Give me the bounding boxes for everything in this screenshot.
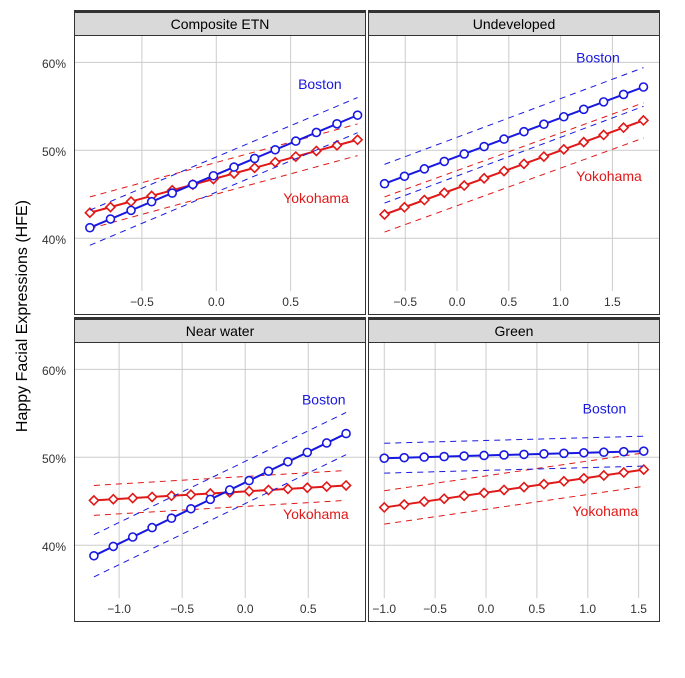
plot-area: Yokohama Boston xyxy=(75,343,365,598)
y-tick-label: 60% xyxy=(42,57,66,71)
x-axis: −0.5 0.0 0.5 xyxy=(75,291,365,313)
x-tick-label: −0.5 xyxy=(170,602,194,616)
x-tick-label: 0.0 xyxy=(208,295,225,309)
y-axis: 40% 50% 60% xyxy=(32,317,72,622)
y-tick-label: 40% xyxy=(42,233,66,247)
figure: Happy Facial Expressions (HFE) 40% 50% 60%… xyxy=(10,10,675,622)
series-label-boston: Boston xyxy=(583,400,627,416)
plot-svg: Yokohama Boston xyxy=(369,36,659,291)
panel-title: Near water xyxy=(75,318,365,343)
series-label-yokohama: Yokohama xyxy=(573,503,639,519)
plot-area: Yokohama Boston xyxy=(75,36,365,291)
x-tick-label: 1.5 xyxy=(604,295,621,309)
series-label-boston: Boston xyxy=(298,76,342,92)
x-tick-label: −0.5 xyxy=(393,295,417,309)
plot-svg: Yokohama Boston xyxy=(75,343,365,598)
series-label-boston: Boston xyxy=(576,49,620,65)
facet-grid: 40% 50% 60% Composite ETN Yokohama Boston … xyxy=(32,10,660,622)
series-label-yokohama: Yokohama xyxy=(283,190,349,206)
x-axis: −1.0 −0.5 0.0 0.5 xyxy=(75,598,365,620)
panel-title: Undeveloped xyxy=(369,11,659,36)
plot-svg: Yokohama Boston xyxy=(75,36,365,291)
y-tick-label: 50% xyxy=(42,145,66,159)
x-tick-label: 1.0 xyxy=(579,602,596,616)
series-label-boston: Boston xyxy=(302,392,346,408)
panel-2: Near water Yokohama Boston −1.0 −0.5 0.0 0.… xyxy=(74,317,366,622)
panel-title: Composite ETN xyxy=(75,11,365,36)
y-tick-label: 40% xyxy=(42,540,66,554)
x-tick-label: −0.5 xyxy=(423,602,447,616)
series-label-yokohama: Yokohama xyxy=(283,506,349,522)
series-label-yokohama: Yokohama xyxy=(576,168,642,184)
x-axis: −0.5 0.0 0.5 1.0 1.5 xyxy=(369,291,659,313)
y-tick-label: 60% xyxy=(42,364,66,378)
panel-column: 40% 50% 60% Composite ETN Yokohama Boston … xyxy=(32,10,660,622)
x-tick-label: 0.5 xyxy=(282,295,299,309)
y-axis: 40% 50% 60% xyxy=(32,10,72,315)
panel-0: Composite ETN Yokohama Boston −0.5 0.0 0.5 xyxy=(74,10,366,315)
plot-svg: Yokohama Boston xyxy=(369,343,659,598)
x-tick-label: 1.5 xyxy=(630,602,647,616)
x-tick-label: 0.0 xyxy=(237,602,254,616)
y-axis-label: Happy Facial Expressions (HFE) xyxy=(10,200,32,432)
panel-title: Green xyxy=(369,318,659,343)
y-tick-label: 50% xyxy=(42,452,66,466)
plot-area: Yokohama Boston xyxy=(369,36,659,291)
panel-1: Undeveloped Yokohama Boston −0.5 0.0 0.5 1.… xyxy=(368,10,660,315)
x-tick-label: 0.5 xyxy=(500,295,517,309)
x-tick-label: 0.0 xyxy=(449,295,466,309)
panel-3: Green Yokohama Boston −1.0 −0.5 0.0 0.5 1.0 1… xyxy=(368,317,660,622)
x-tick-label: 0.5 xyxy=(529,602,546,616)
x-tick-label: 0.0 xyxy=(478,602,495,616)
x-axis: −1.0 −0.5 0.0 0.5 1.0 1.5 xyxy=(369,598,659,620)
x-tick-label: 1.0 xyxy=(552,295,569,309)
x-tick-label: 0.5 xyxy=(300,602,317,616)
x-tick-label: −1.0 xyxy=(372,602,396,616)
x-tick-label: −1.0 xyxy=(107,602,131,616)
plot-area: Yokohama Boston xyxy=(369,343,659,598)
x-tick-label: −0.5 xyxy=(130,295,154,309)
